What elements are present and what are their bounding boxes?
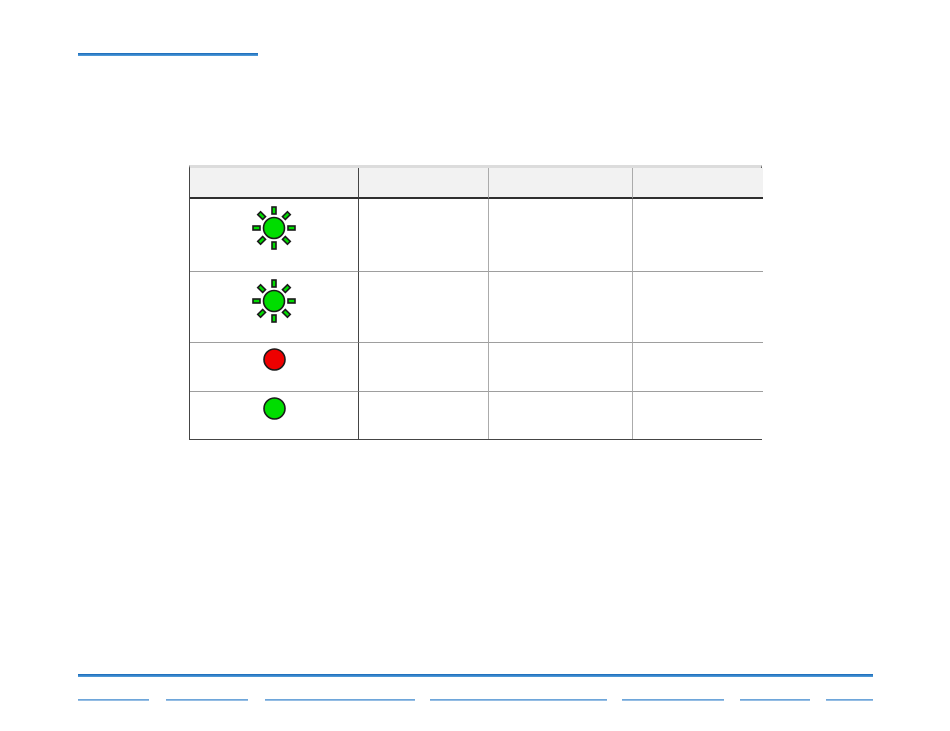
red-led-icon: [262, 348, 286, 371]
footer-link[interactable]: [166, 689, 248, 701]
table-cell: [633, 343, 763, 392]
table-cell: [489, 199, 633, 272]
blinking-green-led-icon: [252, 206, 296, 250]
table-cell: [359, 343, 489, 392]
table-row-led-cell: [190, 199, 359, 272]
footer-rule: [78, 674, 873, 677]
table-row-led-cell: [190, 272, 359, 343]
table-row-led-cell: [190, 392, 359, 439]
footer-link-underline: [166, 699, 248, 701]
footer-link[interactable]: [430, 689, 607, 701]
footer-link-underline: [78, 699, 149, 701]
footer-link[interactable]: [265, 689, 415, 701]
footer-link-underline: [740, 699, 810, 701]
footer-link-underline: [265, 699, 415, 701]
footer-link[interactable]: [740, 689, 810, 701]
footer-link[interactable]: [78, 689, 149, 701]
footer-link-underline: [826, 699, 873, 701]
table-cell: [359, 199, 489, 272]
table-cell: [633, 392, 763, 439]
table-cell: [489, 392, 633, 439]
table-cell: [489, 272, 633, 343]
footer-link[interactable]: [622, 689, 724, 701]
footer-link-underline: [430, 699, 607, 701]
table-cell: [359, 392, 489, 439]
top-hyperlink[interactable]: [78, 40, 258, 56]
table-cell: [633, 272, 763, 343]
table-header-cell: [359, 168, 489, 199]
table-cell: [489, 343, 633, 392]
led-status-table: [189, 165, 763, 440]
table-header-cell: [190, 168, 359, 199]
table-header-cell: [633, 168, 763, 199]
table-cell: [359, 272, 489, 343]
blinking-green-led-icon: [252, 279, 296, 323]
footer-link[interactable]: [826, 689, 873, 701]
table-header-cell: [489, 168, 633, 199]
top-hyperlink-underline: [78, 53, 258, 56]
green-led-icon: [262, 397, 286, 420]
table-cell: [633, 199, 763, 272]
footer-link-underline: [622, 699, 724, 701]
table-row-led-cell: [190, 343, 359, 392]
